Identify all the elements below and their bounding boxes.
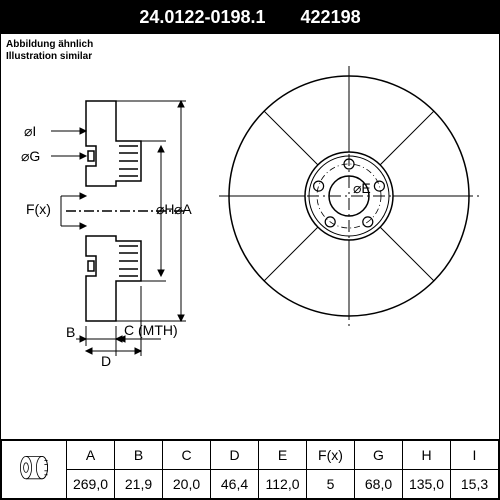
col-I: I	[451, 441, 499, 470]
disc-icon-cell	[2, 441, 67, 499]
label-diaI: ⌀I	[24, 123, 36, 139]
val-B: 21,9	[115, 470, 163, 499]
table-value-row: 269,0 21,9 20,0 46,4 112,0 5 68,0 135,0 …	[2, 470, 499, 499]
label-Fx: F(x)	[26, 201, 51, 217]
col-C: C	[163, 441, 211, 470]
col-H: H	[403, 441, 451, 470]
brake-disc-icon	[14, 454, 54, 482]
label-C: C (MTH)	[124, 322, 178, 338]
col-B: B	[115, 441, 163, 470]
col-F: F(x)	[307, 441, 355, 470]
drawing-container: 24.0122-0198.1 422198 Abbildung ähnlich …	[0, 0, 500, 500]
val-D: 46,4	[211, 470, 259, 499]
label-diaH: ⌀H	[156, 201, 175, 217]
dimension-table: A B C D E F(x) G H I 269,0 21,9 20,0 46,…	[1, 439, 499, 499]
col-E: E	[259, 441, 307, 470]
diagram-area: ⌀I ⌀G F(x) ⌀H ⌀A B D C (MTH)	[1, 36, 499, 406]
val-A: 269,0	[67, 470, 115, 499]
val-G: 68,0	[355, 470, 403, 499]
label-B: B	[66, 324, 75, 340]
val-C: 20,0	[163, 470, 211, 499]
label-diaG: ⌀G	[21, 148, 40, 164]
col-D: D	[211, 441, 259, 470]
col-A: A	[67, 441, 115, 470]
val-E: 112,0	[259, 470, 307, 499]
val-H: 135,0	[403, 470, 451, 499]
front-view-diagram: ⌀E	[219, 66, 479, 326]
table-header-row: A B C D E F(x) G H I	[2, 441, 499, 470]
val-I: 15,3	[451, 470, 499, 499]
val-F: 5	[307, 470, 355, 499]
label-diaE: ⌀E	[353, 180, 371, 196]
side-view-diagram: ⌀I ⌀G F(x) ⌀H ⌀A B D C (MTH)	[16, 91, 196, 371]
label-D: D	[101, 353, 111, 369]
label-diaA: ⌀A	[174, 201, 192, 217]
header-bar: 24.0122-0198.1 422198	[1, 1, 499, 34]
part-number: 24.0122-0198.1	[139, 7, 265, 27]
ref-number: 422198	[301, 7, 361, 27]
col-G: G	[355, 441, 403, 470]
